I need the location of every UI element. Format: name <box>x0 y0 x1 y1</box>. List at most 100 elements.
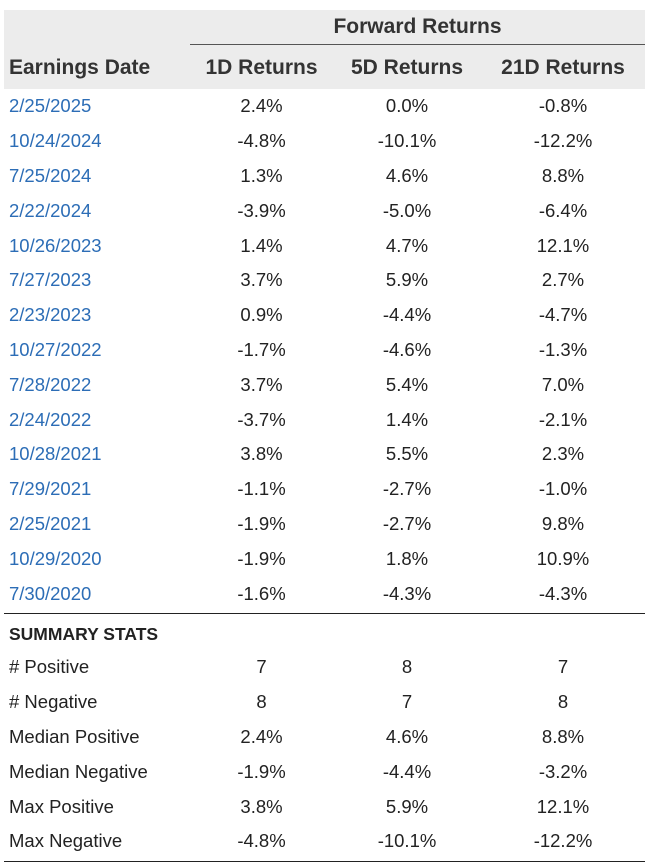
summary-5d: 4.6% <box>385 725 429 747</box>
return-1d: -1.9% <box>237 547 286 569</box>
header-group-row: Forward Returns <box>4 10 645 46</box>
return-5d: 1.8% <box>385 547 429 569</box>
summary-1d: 2.4% <box>240 725 283 747</box>
return-1d: 3.7% <box>240 269 283 291</box>
table-row: 2/24/2022 -3.7% 1.4% -2.1% <box>4 402 645 437</box>
table-row: 2/25/2021 -1.9% -2.7% 9.8% <box>4 507 645 542</box>
summary-5d: -10.1% <box>377 830 437 852</box>
return-5d: -4.4% <box>382 304 432 326</box>
summary-label: Median Negative <box>9 760 148 782</box>
summary-5d: 7 <box>401 691 413 713</box>
return-21d: -4.7% <box>538 304 588 326</box>
return-1d: -4.8% <box>237 130 286 152</box>
return-21d: 8.8% <box>541 164 585 186</box>
summary-21d: 8 <box>557 691 569 713</box>
table-bottom-border <box>4 860 645 862</box>
forward-returns-heading: Forward Returns <box>190 10 645 45</box>
return-5d: 0.0% <box>385 95 429 117</box>
return-21d: -2.1% <box>538 408 588 430</box>
return-1d: -1.1% <box>237 478 286 500</box>
return-5d: -4.3% <box>382 582 432 604</box>
summary-row: Median Positive 2.4% 4.6% 8.8% <box>4 720 645 755</box>
table-row: 7/25/2024 1.3% 4.6% 8.8% <box>4 159 645 194</box>
return-21d: 7.0% <box>541 373 585 395</box>
table-row: 2/23/2023 0.9% -4.4% -4.7% <box>4 298 645 333</box>
earnings-date-link[interactable]: 10/29/2020 <box>9 547 102 569</box>
earnings-date-link[interactable]: 7/30/2020 <box>9 582 92 604</box>
summary-row: Median Negative -1.9% -4.4% -3.2% <box>4 754 645 789</box>
earnings-date-link[interactable]: 7/25/2024 <box>9 164 92 186</box>
earnings-date-link[interactable]: 2/25/2025 <box>9 95 92 117</box>
summary-5d: -4.4% <box>382 760 432 782</box>
return-1d: 3.8% <box>240 443 283 465</box>
summary-5d: 8 <box>401 656 413 678</box>
return-21d: -6.4% <box>538 199 588 221</box>
return-1d: 0.9% <box>240 304 283 326</box>
table-row: 7/29/2021 -1.1% -2.7% -1.0% <box>4 472 645 507</box>
summary-body: # Positive 7 8 7 # Negative 8 7 8 Median Posit… <box>4 650 645 859</box>
return-5d: -5.0% <box>382 199 432 221</box>
table-header: Forward Returns Earnings Date 1D Returns… <box>4 10 645 89</box>
column-header-21d-returns: 21D Returns <box>501 55 625 79</box>
return-21d: 2.7% <box>541 269 585 291</box>
table-row: 2/22/2024 -3.9% -5.0% -6.4% <box>4 193 645 228</box>
earnings-date-link[interactable]: 2/23/2023 <box>9 304 92 326</box>
summary-row: # Negative 8 7 8 <box>4 685 645 720</box>
return-21d: -0.8% <box>538 95 588 117</box>
return-5d: 1.4% <box>385 408 429 430</box>
summary-label: # Negative <box>9 691 98 713</box>
return-5d: 5.9% <box>385 269 429 291</box>
return-1d: -1.9% <box>237 512 286 534</box>
return-21d: -1.0% <box>538 478 588 500</box>
earnings-date-link[interactable]: 10/28/2021 <box>9 443 102 465</box>
earnings-date-link[interactable]: 2/22/2024 <box>9 199 92 221</box>
column-header-earnings-date: Earnings Date <box>9 55 151 79</box>
return-1d: -1.7% <box>237 338 286 360</box>
return-5d: -10.1% <box>377 130 437 152</box>
return-1d: -1.6% <box>237 582 286 604</box>
summary-stats-title: SUMMARY STATS <box>9 623 159 644</box>
table-row: 7/28/2022 3.7% 5.4% 7.0% <box>4 367 645 402</box>
earnings-date-link[interactable]: 10/24/2024 <box>9 130 102 152</box>
table-row: 10/24/2024 -4.8% -10.1% -12.2% <box>4 124 645 159</box>
summary-label: Median Positive <box>9 725 140 747</box>
earnings-date-link[interactable]: 10/26/2023 <box>9 234 102 256</box>
return-21d: -1.3% <box>538 338 588 360</box>
return-5d: -2.7% <box>382 478 432 500</box>
summary-row: Max Negative -4.8% -10.1% -12.2% <box>4 824 645 859</box>
earnings-date-link[interactable]: 10/27/2022 <box>9 338 102 360</box>
return-5d: -2.7% <box>382 512 432 534</box>
summary-1d: 8 <box>256 691 267 713</box>
returns-body: 2/25/2025 2.4% 0.0% -0.8% 10/24/2024 -4.8% -1… <box>4 89 645 611</box>
earnings-date-link[interactable]: 2/25/2021 <box>9 512 92 534</box>
return-5d: -4.6% <box>382 338 432 360</box>
earnings-returns-table: Forward Returns Earnings Date 1D Returns… <box>4 10 645 862</box>
return-5d: 4.6% <box>385 164 429 186</box>
return-1d: -3.7% <box>237 408 286 430</box>
summary-row: # Positive 7 8 7 <box>4 650 645 685</box>
return-21d: 9.8% <box>541 512 585 534</box>
table-row: 7/27/2023 3.7% 5.9% 2.7% <box>4 263 645 298</box>
earnings-date-link[interactable]: 7/27/2023 <box>9 269 92 291</box>
summary-21d: -3.2% <box>538 760 588 782</box>
summary-row: Max Positive 3.8% 5.9% 12.1% <box>4 789 645 824</box>
column-header-1d-returns: 1D Returns <box>205 55 318 79</box>
summary-label: Max Negative <box>9 830 123 852</box>
column-header-row: Earnings Date 1D Returns 5D Returns 21D … <box>4 46 645 89</box>
return-21d: -12.2% <box>533 130 593 152</box>
summary-1d: -1.9% <box>237 760 286 782</box>
summary-21d: -12.2% <box>533 830 593 852</box>
earnings-date-link[interactable]: 2/24/2022 <box>9 408 92 430</box>
summary-label: Max Positive <box>9 795 114 817</box>
table-row: 10/29/2020 -1.9% 1.8% 10.9% <box>4 541 645 576</box>
column-header-5d-returns: 5D Returns <box>350 55 464 79</box>
table-row: 10/27/2022 -1.7% -4.6% -1.3% <box>4 333 645 368</box>
summary-21d: 12.1% <box>536 795 590 817</box>
earnings-date-link[interactable]: 7/28/2022 <box>9 373 92 395</box>
summary-1d: 3.8% <box>240 795 283 817</box>
return-21d: 10.9% <box>536 547 590 569</box>
return-5d: 4.7% <box>385 234 429 256</box>
return-1d: 3.7% <box>240 373 283 395</box>
earnings-date-link[interactable]: 7/29/2021 <box>9 478 92 500</box>
return-21d: 2.3% <box>541 443 585 465</box>
